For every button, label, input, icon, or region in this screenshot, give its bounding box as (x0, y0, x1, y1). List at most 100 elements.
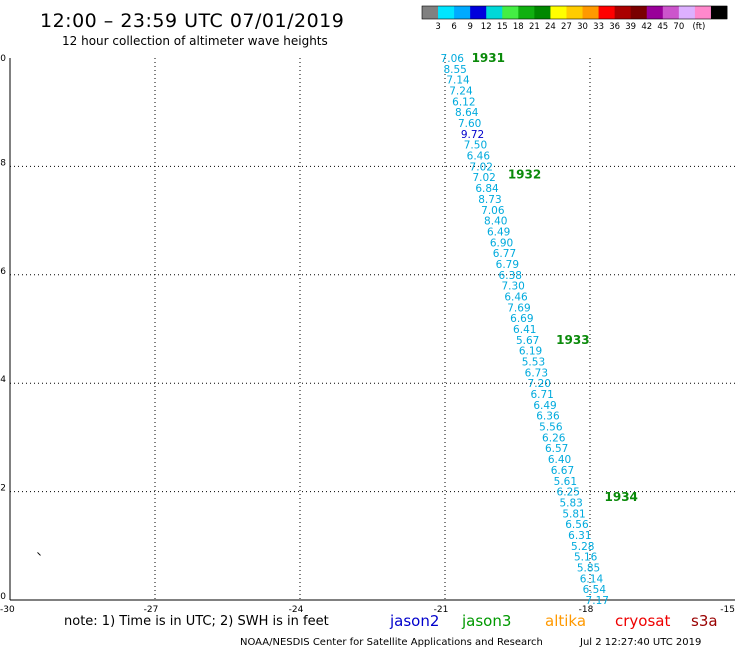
swh-value: 8.64 (455, 107, 479, 119)
stray-marks (37, 552, 41, 556)
footer-note: note: 1) Time is in UTC; 2) SWH is in fe… (64, 614, 329, 629)
swh-value: 6.71 (530, 389, 553, 401)
wave-height-points: 7.06 8.557.147.246.128.647.609.727.50 6.46… (441, 53, 609, 607)
swh-value: 6.14 (580, 573, 604, 585)
swh-value: 7.14 (446, 75, 470, 87)
swh-value: 5.81 (562, 508, 585, 520)
colorbar-label: 45 (657, 22, 668, 32)
colorbar-label: 70 (673, 22, 684, 32)
colorbar-swatch (694, 6, 712, 19)
plot-grid (10, 58, 735, 600)
colorbar-frame (421, 5, 728, 20)
swh-value: 8.40 (484, 216, 507, 228)
swh-value: 6.79 (496, 259, 519, 271)
chart-title: 12:00 – 23:59 UTC 07/01/2019 (40, 10, 344, 32)
colorbar-swatch (534, 6, 551, 19)
orbit-label: 1931 (472, 51, 505, 65)
orbit-label: 1934 (605, 490, 638, 504)
y-tick-label: 2 (0, 484, 6, 494)
swh-value: 7.24 (449, 86, 473, 98)
x-tick-label: -27 (144, 605, 159, 615)
chart-subtitle: 12 hour collection of altimeter wave hei… (62, 34, 328, 48)
swh-value: 6.67 (551, 465, 574, 477)
satellite-legend-item: jason2 (389, 612, 439, 630)
swh-value: 6.49 (533, 400, 556, 412)
colorbar-label: 42 (641, 22, 652, 32)
x-axis-ticks: -30 -27 -24 -21 -18 -15 (0, 605, 735, 615)
y-tick-label: 8 (0, 158, 6, 168)
swh-value: 6.46 (504, 291, 528, 303)
colorbar-label: 21 (529, 22, 540, 32)
colorbar-label: 18 (513, 22, 524, 32)
colorbar-label: 39 (625, 22, 636, 32)
colorbar-label: 24 (545, 22, 556, 32)
swh-value: 5.56 (539, 422, 563, 434)
colorbar-swatch (470, 6, 487, 19)
x-tick-label: -15 (720, 605, 735, 615)
swh-value: 7.30 (501, 281, 524, 293)
swh-value: 9.72 (461, 129, 484, 141)
colorbar-label: 6 (451, 22, 456, 32)
y-axis-ticks: 0 2 4 6 8 10 (0, 54, 6, 602)
colorbar-swatch (662, 6, 680, 19)
swh-value: 6.31 (568, 530, 591, 542)
swh-value: 7.02 (472, 172, 495, 184)
x-tick-label: -30 (0, 605, 15, 615)
swh-value: 8.55 (443, 64, 466, 76)
swh-value: 5.61 (554, 476, 577, 488)
swh-value: 5.28 (571, 541, 594, 553)
swh-value: 5.67 (516, 335, 539, 347)
swh-value: 6.90 (490, 237, 513, 249)
colorbar-label: 12 (481, 22, 492, 32)
swh-value: 7.06 (481, 205, 505, 217)
y-tick-label: 4 (0, 375, 6, 385)
colorbar-swatch (422, 6, 439, 19)
satellite-legend-item: jason3 (461, 612, 511, 630)
colorbar-swatch (550, 6, 567, 19)
swh-value: 6.40 (548, 454, 571, 466)
colorbar-swatch (614, 6, 632, 19)
y-tick-label: 10 (0, 54, 6, 64)
swh-value: 6.25 (557, 487, 580, 499)
swh-value: 6.73 (525, 367, 548, 379)
swh-value: 5.85 (577, 562, 600, 574)
colorbar-label: 15 (497, 22, 508, 32)
satellite-legend-item: altika (545, 612, 586, 630)
swh-value: 7.60 (458, 118, 481, 130)
swh-value: 6.26 (542, 432, 566, 444)
swh-value: 7.02 (470, 161, 493, 173)
footer-timestamp: Jul 2 12:27:40 UTC 2019 (579, 637, 701, 648)
swh-value: 6.12 (452, 96, 475, 108)
swh-value: 6.38 (499, 270, 522, 282)
y-tick-label: 6 (0, 267, 6, 277)
colorbar-swatch (646, 6, 664, 19)
colorbar-label: 36 (609, 22, 620, 32)
satellite-legend: jason2 jason3 altika cryosat s3a (389, 612, 718, 630)
swh-value: 5.53 (522, 357, 545, 369)
colorbar-label: 33 (593, 22, 604, 32)
colorbar-label: 3 (435, 22, 440, 32)
swh-value: 6.56 (565, 519, 589, 531)
colorbar-label: 30 (577, 22, 588, 32)
swh-value: 6.54 (583, 584, 607, 596)
swh-value: 6.36 (536, 411, 560, 423)
colorbar-swatch (582, 6, 599, 19)
colorbar-swatch (486, 6, 503, 19)
colorbar-swatch (710, 6, 728, 19)
colorbar-swatch (438, 6, 455, 19)
orbit-labels: 1931 1932 1933 1934 (472, 51, 638, 504)
satellite-legend-item: s3a (691, 612, 718, 630)
swh-value: 6.69 (510, 313, 533, 325)
stray-mark (37, 552, 41, 556)
colorbar-swatch (678, 6, 696, 19)
swh-value: 8.73 (478, 194, 501, 206)
swh-value: 7.17 (586, 595, 609, 607)
y-tick-label: 0 (0, 592, 6, 602)
colorbar-label: 27 (561, 22, 572, 32)
colorbar-swatch (566, 6, 583, 19)
swh-value: 6.41 (513, 324, 536, 336)
swh-value: 7.50 (464, 140, 487, 152)
x-tick-label: -18 (579, 605, 594, 615)
swh-value: 7.20 (528, 378, 551, 390)
